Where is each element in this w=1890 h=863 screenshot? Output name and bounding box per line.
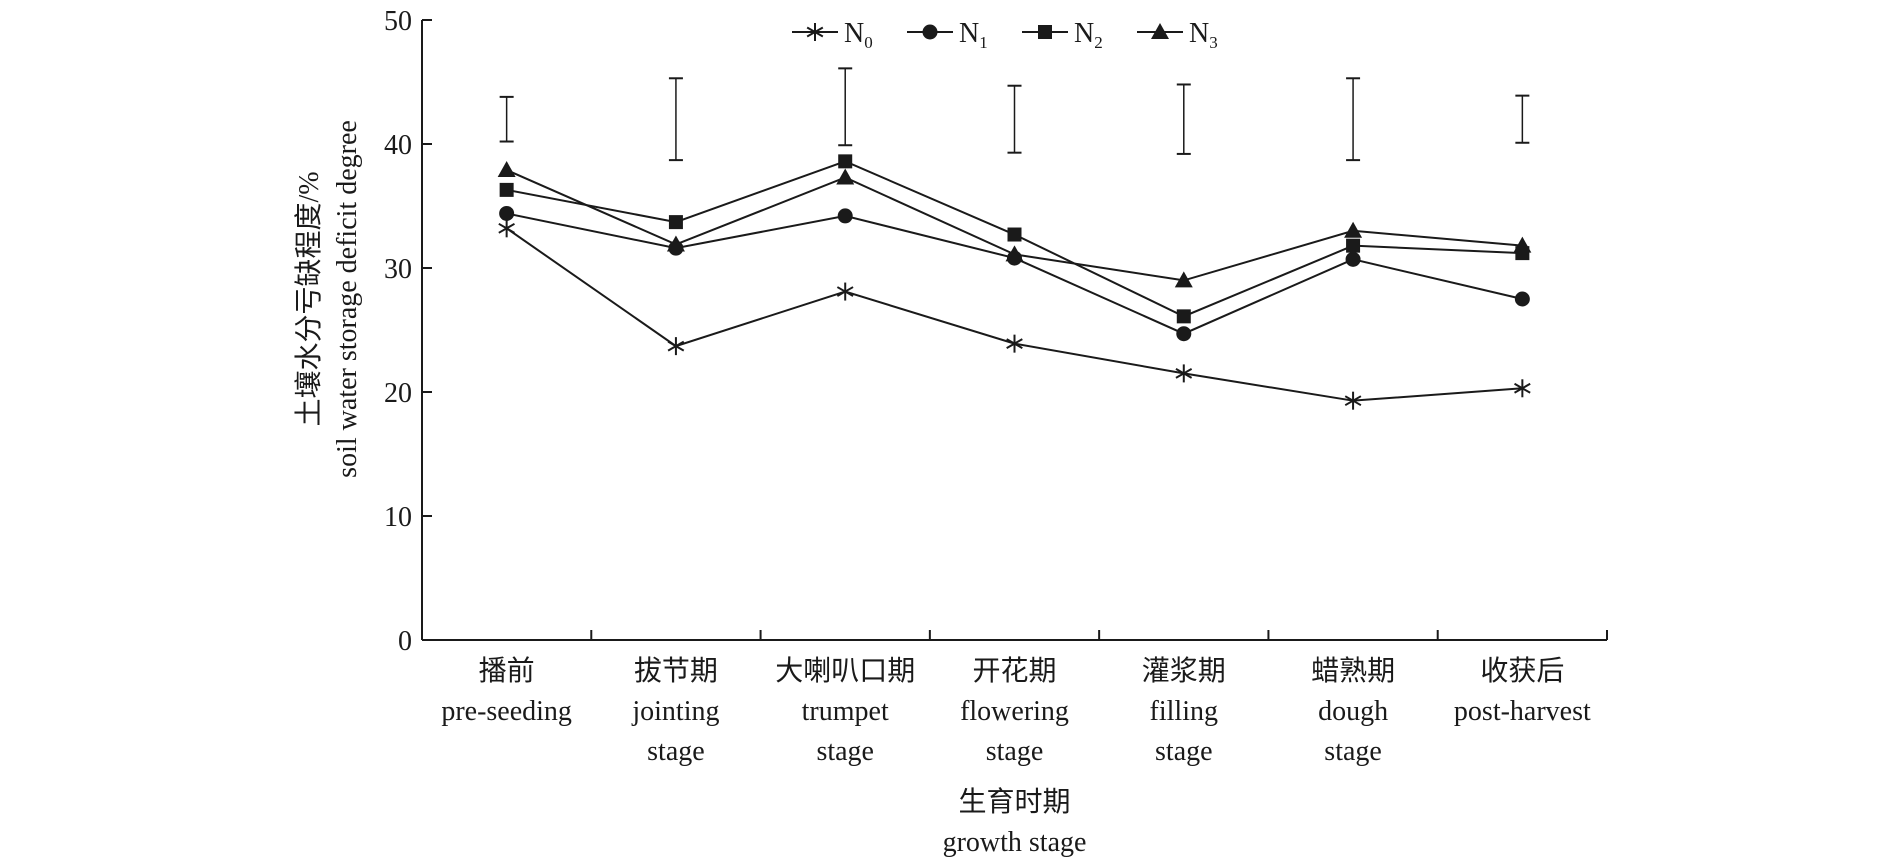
x-category-label-zh: 大喇叭口期	[775, 655, 915, 687]
x-category-label-en: stage	[986, 736, 1044, 767]
legend-item: N0	[792, 18, 873, 52]
x-category-label-en: jointing	[631, 696, 719, 727]
error-bar	[1346, 77, 1361, 162]
data-point	[1007, 227, 1022, 242]
data-point	[1006, 334, 1023, 353]
y-tick-label: 0	[398, 626, 412, 657]
error-bar	[1007, 84, 1022, 154]
x-category-label-en: post-harvest	[1454, 696, 1591, 727]
series-n0	[498, 219, 1531, 410]
y-tick-label: 10	[384, 502, 412, 533]
data-point	[1346, 238, 1361, 253]
asterisk-stroke	[836, 286, 854, 297]
error-bar	[499, 95, 514, 143]
error-bar	[838, 67, 853, 147]
x-category-label-en: pre-seeding	[441, 696, 572, 727]
error-bar	[668, 77, 683, 162]
data-point	[838, 154, 853, 169]
asterisk-stroke	[806, 26, 824, 38]
data-point	[1175, 364, 1193, 383]
y-tick-label: 30	[384, 254, 412, 285]
x-category-label-en: stage	[1155, 736, 1213, 767]
error-bar	[1176, 83, 1191, 155]
data-point	[666, 235, 685, 252]
data-point	[1513, 236, 1532, 253]
x-category-label-zh: 开花期	[972, 655, 1056, 687]
data-point	[1344, 221, 1363, 238]
legend-label-subscript: 2	[1094, 33, 1103, 52]
legend-marker	[922, 24, 938, 40]
y-tick-label: 20	[384, 378, 412, 409]
legend-label: N3	[1189, 18, 1218, 52]
legend-marker	[1038, 25, 1052, 39]
data-point	[1344, 391, 1362, 410]
asterisk-stroke	[498, 222, 515, 234]
legend-label: N1	[959, 18, 988, 52]
legend-item: N3	[1137, 18, 1218, 52]
data-point	[836, 282, 854, 301]
series-n3	[497, 161, 1532, 288]
asterisk-stroke	[1514, 382, 1531, 394]
asterisk-stroke	[1175, 368, 1193, 379]
data-point	[667, 337, 685, 356]
data-point	[1345, 251, 1361, 267]
data-point	[1514, 291, 1530, 307]
data-point	[498, 219, 515, 238]
legend: N0 N1 N2 N3	[792, 18, 1218, 52]
y-axis-title-zh: 土壤水分亏缺程度/%	[293, 171, 325, 426]
x-axis-title-zh: 生育时期	[958, 786, 1070, 818]
data-point	[499, 182, 514, 197]
error-bar	[1515, 94, 1530, 144]
data-point	[499, 205, 515, 221]
x-category-label-zh: 播前	[479, 655, 535, 687]
asterisk-stroke	[667, 340, 685, 352]
data-point	[1176, 326, 1192, 342]
data-point	[668, 215, 683, 230]
legend-label: N0	[844, 18, 873, 52]
y-tick-label: 50	[384, 6, 412, 37]
x-category-label-en: stage	[816, 736, 874, 767]
data-point	[837, 208, 853, 224]
x-category-label-en: stage	[647, 736, 705, 767]
series-n1	[499, 205, 1530, 342]
x-category-label-zh: 灌浆期	[1142, 655, 1226, 687]
legend-label-subscript: 1	[979, 33, 988, 52]
x-axis-title-en: growth stage	[943, 827, 1087, 858]
legend-item: N1	[907, 18, 988, 52]
data-point	[1005, 245, 1024, 262]
x-category-label-en: flowering	[960, 696, 1069, 727]
data-point	[497, 161, 516, 178]
data-point	[1176, 309, 1191, 324]
data-point	[1174, 271, 1193, 288]
legend-item: N2	[1022, 18, 1103, 52]
legend-marker	[806, 23, 824, 41]
x-category-label-en: filling	[1150, 696, 1218, 727]
data-point	[1514, 379, 1531, 398]
x-category-label-en: trumpet	[802, 696, 889, 727]
x-category-label-zh: 拔节期	[634, 655, 718, 687]
y-axis-title-en: soil water storage deficit degree	[332, 120, 363, 478]
legend-label-subscript: 0	[864, 33, 873, 52]
legend-label: N2	[1074, 18, 1103, 52]
x-category-label-en: dough	[1318, 696, 1388, 727]
data-point	[836, 168, 855, 185]
x-category-label-zh: 收获后	[1480, 655, 1564, 687]
asterisk-stroke	[1006, 338, 1023, 350]
series-n2	[499, 154, 1530, 324]
asterisk-stroke	[1344, 395, 1362, 407]
y-tick-label: 40	[384, 130, 412, 161]
legend-marker	[1151, 23, 1169, 39]
x-category-label-zh: 蜡熟期	[1311, 655, 1395, 687]
legend-label-subscript: 3	[1209, 33, 1218, 52]
x-category-label-en: stage	[1324, 736, 1382, 767]
